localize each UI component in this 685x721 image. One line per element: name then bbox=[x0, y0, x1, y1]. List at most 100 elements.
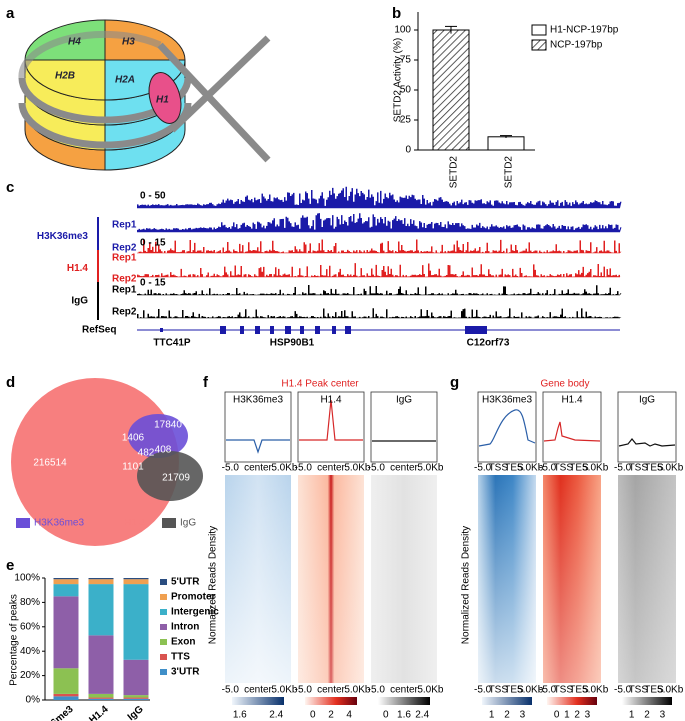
y-tick-label: 50 bbox=[400, 85, 412, 96]
bar-segment bbox=[53, 584, 79, 597]
bar-segment bbox=[53, 579, 79, 585]
venn-count: 216514 bbox=[33, 458, 67, 469]
colorbar-tick-label: 4 bbox=[346, 710, 352, 721]
colorbar-tick-label: 1.6 bbox=[397, 710, 411, 721]
venn-count: 482 bbox=[138, 448, 155, 459]
y-axis-label: Percentage of peaks bbox=[9, 594, 20, 686]
column-label: H3K36me3 bbox=[233, 395, 283, 406]
legend-swatch bbox=[160, 594, 167, 600]
panel-letter: b bbox=[392, 5, 401, 22]
gene-name: C12orf73 bbox=[467, 338, 510, 349]
y-tick-label: 60% bbox=[20, 621, 40, 632]
bar-segment bbox=[53, 668, 79, 694]
rep-label: Rep1 bbox=[112, 253, 137, 264]
x-tick-label: -5.0 bbox=[614, 685, 632, 696]
track-group-label: IgG bbox=[71, 296, 88, 307]
x-tick-label: 5.0Kb bbox=[657, 463, 684, 474]
x-tick-label: TSS bbox=[629, 463, 649, 474]
histone-label: H2B bbox=[55, 71, 75, 82]
bar-segment bbox=[53, 696, 79, 700]
bar bbox=[487, 136, 525, 151]
track-signal bbox=[137, 285, 622, 295]
bar-segment bbox=[123, 584, 149, 660]
bar-segment bbox=[123, 697, 149, 699]
bar-segment bbox=[123, 578, 149, 580]
colorbar-tick-label: 2 bbox=[328, 710, 334, 721]
x-tick-label: 5.0Kb bbox=[517, 463, 544, 474]
column-label: IgG bbox=[396, 395, 412, 406]
venn-count: 21709 bbox=[162, 473, 190, 484]
x-tick-label: TSS bbox=[554, 685, 574, 696]
colorbar-tick-label: 0 bbox=[554, 710, 560, 721]
x-tick-label: -5.0 bbox=[295, 685, 313, 696]
x-tick-label: H3K36me3 bbox=[29, 704, 76, 721]
x-tick-label: 5.0Kb bbox=[344, 685, 371, 696]
y-tick-label: 75 bbox=[400, 55, 412, 66]
colorbar-tick-label: 1 bbox=[564, 710, 570, 721]
venn-legend-label: H1.4 bbox=[124, 518, 146, 529]
y-axis-label: Normalized Reads Density bbox=[208, 526, 219, 644]
colorbar-tick-label: 2 bbox=[574, 710, 580, 721]
legend-swatch bbox=[160, 654, 167, 660]
x-tick-label: -5.0 bbox=[368, 685, 386, 696]
y-tick-label: 100% bbox=[14, 573, 40, 584]
x-tick-label: TSS bbox=[629, 685, 649, 696]
colorbar-tick-label: 2.4 bbox=[269, 710, 283, 721]
x-tick-label: -5.0 bbox=[474, 463, 492, 474]
x-tick-label: -5.0 bbox=[368, 463, 386, 474]
y-axis-label: SETD2 Activity (%) bbox=[393, 38, 404, 122]
x-tick-label: -5.0 bbox=[474, 685, 492, 696]
x-tick-label: TES bbox=[644, 463, 664, 474]
x-tick-label: 5.0Kb bbox=[582, 463, 609, 474]
bar-segment bbox=[88, 578, 114, 580]
venn-count: 1101 bbox=[122, 462, 144, 473]
rep-label: Rep1 bbox=[112, 285, 137, 296]
legend-swatch bbox=[160, 669, 167, 675]
column-label: H3K36me3 bbox=[482, 395, 532, 406]
x-tick-label: 5.0Kb bbox=[344, 463, 371, 474]
x-tick-label: -5.0 bbox=[222, 685, 240, 696]
track-group-label: H3K36me3 bbox=[37, 231, 89, 242]
venn-count: 1406 bbox=[122, 433, 145, 444]
histone-label: H1 bbox=[156, 95, 169, 106]
x-tick-label: -5.0 bbox=[539, 685, 557, 696]
heatmaps bbox=[225, 475, 676, 705]
x-tick-label: TES bbox=[504, 685, 524, 696]
panel-letter: g bbox=[450, 374, 459, 391]
histone-label: H4 bbox=[68, 37, 81, 48]
x-tick-label: IgG bbox=[126, 704, 146, 721]
nucleosome-drawing bbox=[18, 19, 271, 171]
track-signal bbox=[137, 213, 622, 232]
track-signal bbox=[137, 263, 622, 277]
y-tick-label: 20% bbox=[20, 670, 40, 681]
bar-segment bbox=[88, 698, 114, 700]
colorbar-tick-label: 3 bbox=[585, 710, 591, 721]
venn-shapes bbox=[11, 378, 203, 546]
bar-segment bbox=[53, 596, 79, 669]
x-tick-label: center bbox=[244, 463, 272, 474]
venn-legend-label: H3K36me3 bbox=[34, 518, 84, 529]
x-tick-label: center bbox=[317, 685, 345, 696]
column-label: IgG bbox=[639, 395, 655, 406]
bar-segment bbox=[88, 635, 114, 694]
colorbar-tick-label: 1.6 bbox=[233, 710, 247, 721]
bar bbox=[432, 29, 470, 151]
colorbar-tick-label: 3 bbox=[520, 710, 526, 721]
x-tick-label: -5.0 bbox=[539, 463, 557, 474]
track-signal bbox=[137, 239, 622, 253]
column-label: H1.4 bbox=[320, 395, 342, 406]
track-group-label: H1.4 bbox=[67, 263, 89, 274]
x-tick-label: H1.4 bbox=[87, 704, 111, 721]
x-tick-label: TES bbox=[569, 463, 589, 474]
panel-letter: d bbox=[6, 374, 15, 391]
legend-label: Intergenic bbox=[171, 607, 219, 618]
bar-segment bbox=[88, 697, 114, 699]
y-tick-label: 100 bbox=[394, 25, 411, 36]
y-tick-label: 25 bbox=[400, 115, 412, 126]
histone-label: H3 bbox=[122, 37, 135, 48]
legend-swatch bbox=[160, 579, 167, 585]
bar-segment bbox=[123, 698, 149, 700]
bar-segment bbox=[123, 659, 149, 696]
histone-label: H2A bbox=[115, 75, 135, 86]
legend-label: H1-NCP-197bp bbox=[550, 25, 619, 36]
